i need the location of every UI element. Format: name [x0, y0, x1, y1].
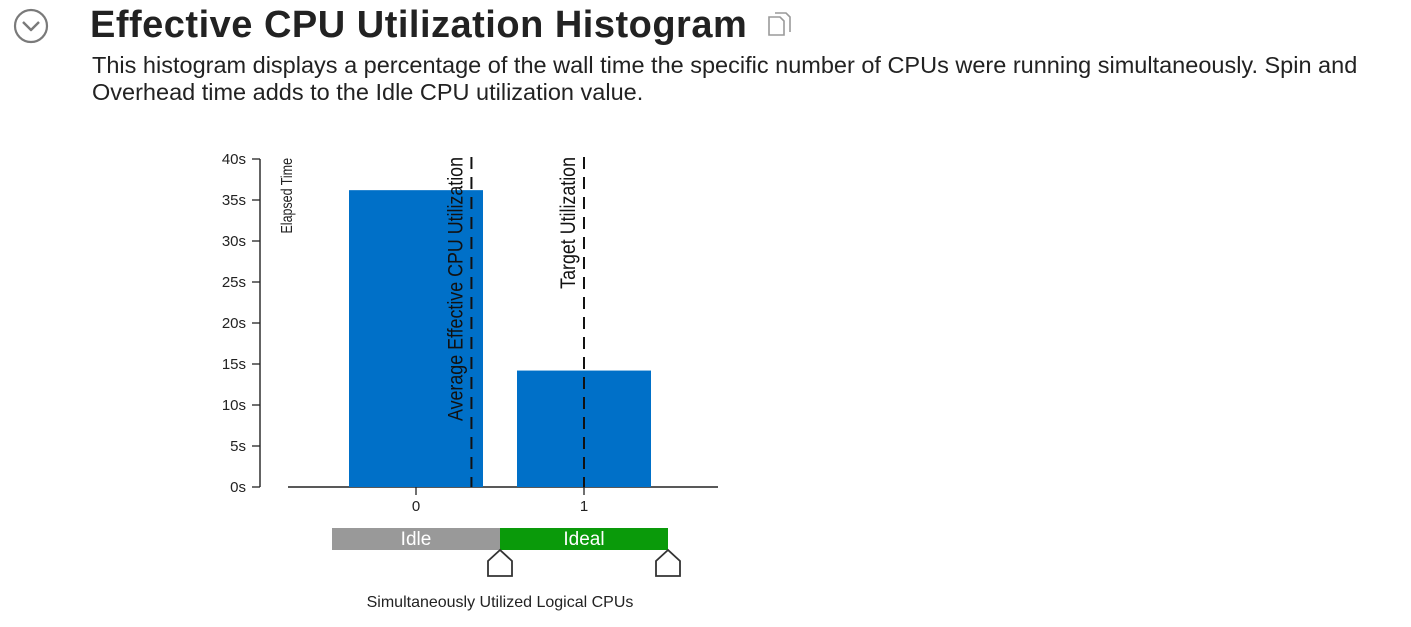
y-tick-label: 0s — [230, 479, 246, 496]
x-tick-label: 0 — [412, 498, 420, 515]
section-header: Effective CPU Utilization Histogram — [12, 4, 801, 47]
x-tick-label: 1 — [580, 498, 588, 515]
y-tick-label: 40s — [222, 151, 246, 168]
range-slider-handle[interactable] — [655, 548, 681, 577]
y-tick-label: 15s — [222, 356, 246, 373]
y-tick-label: 35s — [222, 192, 246, 209]
copy-icon[interactable] — [761, 8, 801, 44]
y-tick-label: 5s — [230, 438, 246, 455]
y-tick-label: 30s — [222, 233, 246, 250]
marker-label: Target Utilization — [557, 157, 581, 289]
section-title: Effective CPU Utilization Histogram — [90, 4, 748, 46]
histogram-bar[interactable] — [349, 190, 483, 487]
x-axis-title: Simultaneously Utilized Logical CPUs — [367, 594, 634, 611]
range-label-idle: Idle — [401, 529, 432, 550]
y-tick-label: 10s — [222, 397, 246, 414]
chevron-down-circle-icon[interactable] — [12, 7, 50, 45]
y-axis-title: Elapsed Time — [279, 158, 297, 234]
range-segment-ideal — [500, 528, 668, 550]
histogram-description: This histogram displays a percentage of … — [92, 52, 1358, 105]
marker-label: Average Effective CPU Utilization — [444, 157, 468, 421]
range-slider-handle[interactable] — [487, 548, 513, 577]
range-segment-idle — [332, 528, 500, 550]
range-label-ideal: Ideal — [563, 529, 604, 550]
y-tick-label: 25s — [222, 274, 246, 291]
y-tick-label: 20s — [222, 315, 246, 332]
